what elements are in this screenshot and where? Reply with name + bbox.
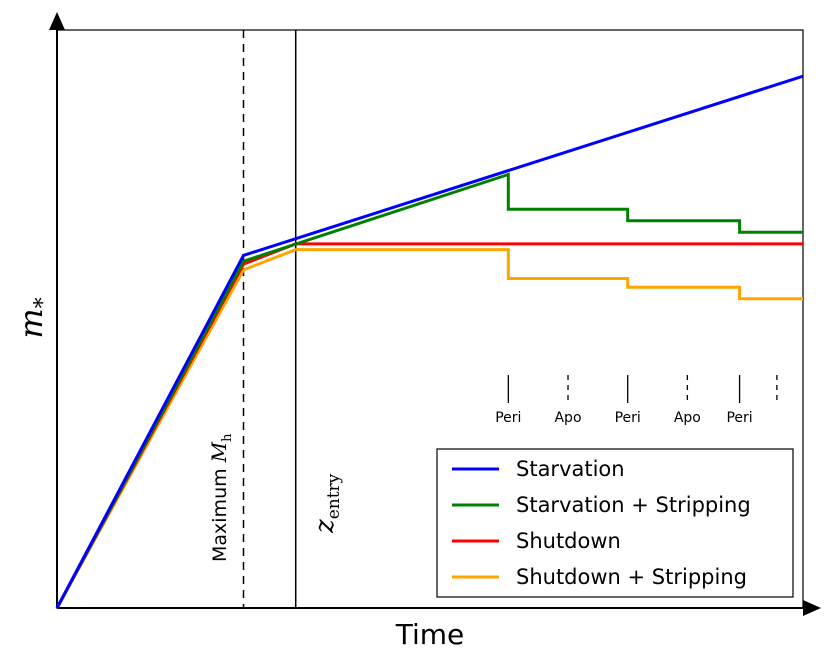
legend-label: Starvation — [516, 457, 625, 481]
series-line-starvation — [55, 74, 804, 609]
max-mh-label-sub: h — [220, 433, 235, 442]
max-mh-label-math: M — [207, 441, 231, 463]
y-axis-label-subscript: * — [31, 297, 56, 308]
y-axis-label: m* — [12, 297, 56, 338]
z-entry-label-math: z — [310, 519, 340, 534]
orbit-label: Apo — [674, 410, 701, 426]
series-line-shutdown-stripping — [55, 248, 803, 609]
series-line-starvation-stripping — [55, 172, 803, 609]
z-entry-label: zentry — [310, 473, 344, 534]
svg-text:m*: m* — [12, 297, 56, 338]
orbit-markers: Peri Apo Peri Apo Peri — [495, 375, 778, 426]
orbit-label: Peri — [726, 410, 752, 426]
y-axis-arrowhead — [49, 12, 65, 30]
x-axis-label: Time — [395, 618, 465, 651]
legend: Starvation Starvation + Stripping Shutdown… — [436, 448, 794, 598]
legend-label: Starvation + Stripping — [516, 493, 751, 517]
svg-text:zentry: zentry — [310, 473, 344, 534]
legend-box — [436, 448, 794, 598]
orbit-label: Peri — [615, 410, 641, 426]
legend-label: Shutdown + Stripping — [516, 565, 747, 589]
x-axis-arrowhead — [803, 600, 821, 616]
orbit-label: Peri — [495, 410, 521, 426]
max-mh-label-text: Maximum — [209, 462, 231, 562]
vertical-lines — [242, 30, 297, 608]
y-axis-label-main: m — [12, 308, 50, 338]
series-lines — [55, 74, 804, 609]
max-mh-label: Maximum Mh — [207, 433, 235, 562]
svg-text:Maximum Mh: Maximum Mh — [207, 433, 235, 562]
orbit-label: Apo — [554, 410, 581, 426]
legend-label: Shutdown — [516, 529, 621, 553]
z-entry-label-sub: entry — [324, 473, 344, 519]
